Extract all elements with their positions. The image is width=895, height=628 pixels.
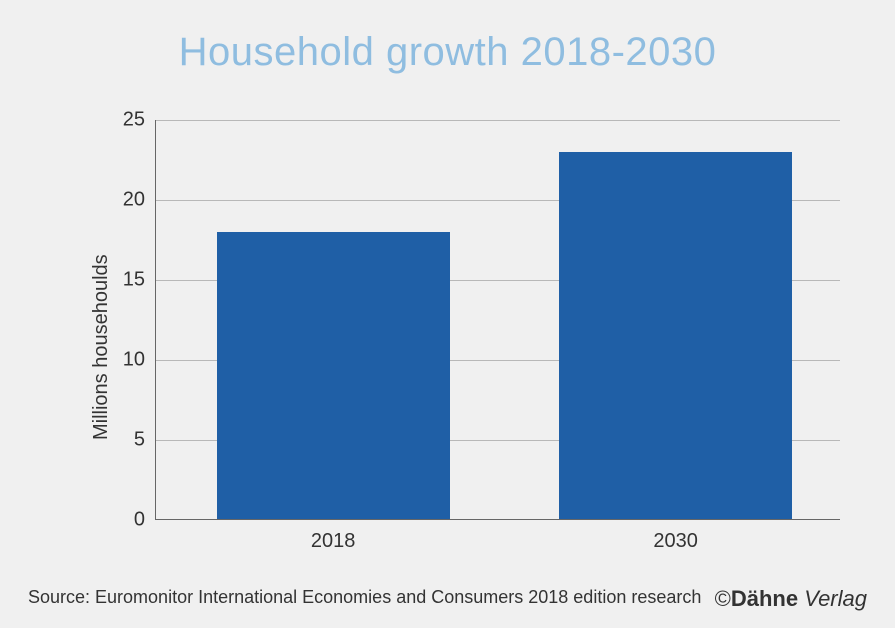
y-tick-label: 0 xyxy=(134,509,155,532)
y-axis-label: Millions househoulds xyxy=(90,254,113,440)
y-tick-label: 15 xyxy=(123,269,155,292)
copyright-suffix: Verlag xyxy=(804,586,867,611)
copyright-brand: Dähne xyxy=(731,586,798,611)
y-tick-label: 20 xyxy=(123,189,155,212)
copyright: ©Dähne Verlag xyxy=(715,586,867,612)
chart-title: Household growth 2018-2030 xyxy=(0,30,895,75)
copyright-symbol: © xyxy=(715,586,731,611)
chart-plot-area: 051015202520182030 xyxy=(155,120,840,520)
y-tick-label: 5 xyxy=(134,429,155,452)
chart-canvas: Household growth 2018-2030 0510152025201… xyxy=(0,0,895,628)
y-tick-label: 25 xyxy=(123,109,155,132)
plot: 051015202520182030 xyxy=(155,120,840,520)
bar xyxy=(217,232,450,520)
source-text: Source: Euromonitor International Econom… xyxy=(28,587,701,608)
gridline xyxy=(155,120,840,121)
x-tick-label: 2018 xyxy=(311,520,356,553)
y-axis xyxy=(155,120,156,520)
bar xyxy=(559,152,792,520)
x-axis xyxy=(155,519,840,520)
x-tick-label: 2030 xyxy=(653,520,698,553)
y-tick-label: 10 xyxy=(123,349,155,372)
